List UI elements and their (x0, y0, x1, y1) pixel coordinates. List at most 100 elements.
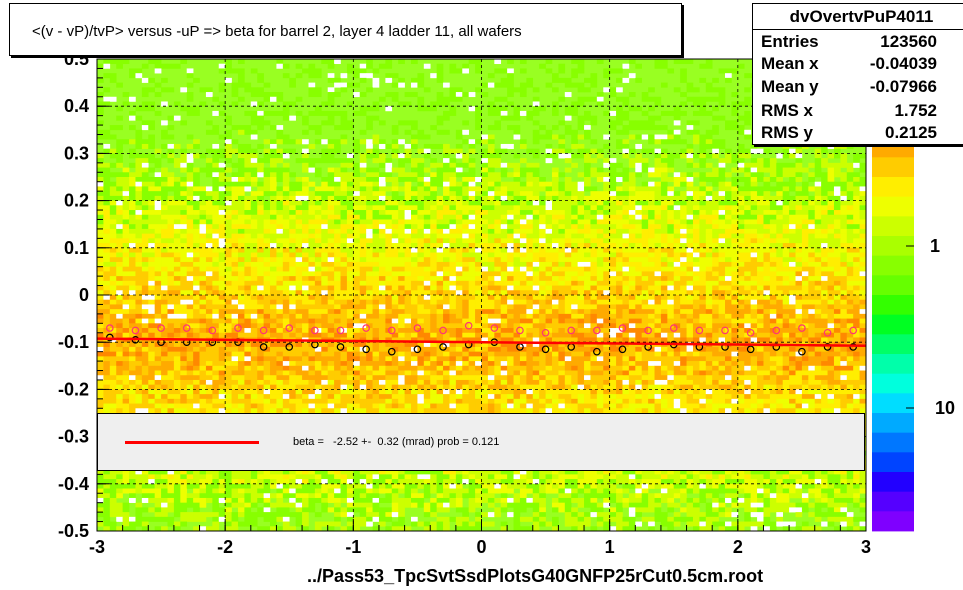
heatmap-cell (167, 252, 175, 258)
heatmap-cell (667, 290, 675, 296)
heatmap-cell (808, 261, 816, 267)
heatmap-cell (103, 167, 111, 173)
heatmap-cell (270, 125, 277, 131)
heatmap-cell (763, 313, 771, 319)
heatmap-cell (494, 257, 502, 263)
heatmap-cell (97, 181, 104, 187)
heatmap-cell (462, 172, 469, 178)
heatmap-cell (577, 299, 585, 305)
heatmap-cell (846, 167, 854, 173)
heatmap-cell (443, 101, 450, 107)
heatmap-cell (270, 191, 277, 197)
heatmap-cell (282, 295, 290, 301)
heatmap-cell (635, 172, 643, 178)
heatmap-cell (212, 181, 220, 187)
heatmap-cell (289, 295, 296, 301)
heatmap-cell (782, 214, 790, 220)
heatmap-cell (616, 200, 623, 206)
heatmap-cell (154, 177, 162, 183)
heatmap-cell (737, 247, 745, 253)
heatmap-cell (270, 172, 277, 178)
heatmap-cell (737, 299, 745, 305)
heatmap-cell (97, 228, 104, 234)
heatmap-cell (103, 257, 111, 263)
heatmap-cell (795, 285, 803, 291)
heatmap-cell (404, 295, 412, 301)
heatmap-cell (391, 73, 399, 79)
heatmap-cell (193, 205, 200, 211)
heatmap-cell (596, 228, 604, 234)
heatmap-cell (449, 92, 457, 98)
heatmap-cell (385, 195, 393, 201)
heatmap-cell (577, 68, 585, 74)
heatmap-cell (334, 219, 341, 225)
heatmap-cell (507, 200, 514, 206)
heatmap-cell (314, 73, 322, 79)
heatmap-cell (641, 290, 649, 296)
heatmap-cell (680, 247, 687, 253)
heatmap-cell (680, 148, 687, 154)
heatmap-cell (250, 205, 258, 211)
heatmap-cell (577, 276, 585, 282)
heatmap-cell (103, 101, 111, 107)
heatmap-cell (302, 247, 309, 253)
heatmap-cell (346, 186, 354, 192)
heatmap-cell (417, 172, 425, 178)
heatmap-cell (686, 158, 694, 164)
heatmap-cell (507, 238, 514, 244)
heatmap-cell (590, 295, 598, 301)
heatmap-cell (244, 148, 252, 154)
heatmap-cell (699, 158, 707, 164)
heatmap-cell (584, 276, 591, 282)
heatmap-cell (551, 73, 559, 79)
heatmap-cell (801, 167, 809, 173)
heatmap-cell (141, 167, 149, 173)
heatmap-cell (161, 214, 168, 220)
heatmap-cell (346, 285, 354, 291)
heatmap-cell (244, 318, 252, 324)
heatmap-cell (423, 233, 431, 239)
heatmap-cell (526, 261, 534, 267)
heatmap-cell (154, 162, 162, 168)
heatmap-cell (641, 148, 649, 154)
heatmap-cell (122, 186, 130, 192)
heatmap-cell (122, 295, 130, 301)
heatmap-cell (468, 313, 476, 319)
heatmap-cell (776, 233, 783, 239)
heatmap-cell (763, 148, 771, 154)
heatmap-cell (686, 247, 694, 253)
heatmap-cell (475, 191, 482, 197)
heatmap-cell (487, 261, 495, 267)
heatmap-cell (199, 247, 207, 253)
heatmap-cell (840, 195, 848, 201)
heatmap-cell (231, 299, 239, 305)
heatmap-cell (334, 295, 341, 301)
heatmap-cell (327, 200, 335, 206)
heatmap-cell (295, 177, 303, 183)
heatmap-cell (116, 219, 123, 225)
heatmap-cell (276, 177, 284, 183)
heatmap-cell (385, 210, 393, 216)
heatmap-cell (218, 101, 226, 107)
heatmap-cell (244, 158, 252, 164)
heatmap-cell (462, 214, 469, 220)
heatmap-cell (532, 101, 540, 107)
heatmap-cell (173, 214, 181, 220)
heatmap-cell (417, 266, 425, 272)
heatmap-cell (577, 304, 585, 310)
heatmap-cell (237, 186, 245, 192)
heatmap-cell (507, 210, 514, 216)
heatmap-cell (97, 238, 104, 244)
heatmap-cell (558, 228, 566, 234)
heatmap-cell (129, 233, 136, 239)
heatmap-cell (680, 228, 687, 234)
heatmap-cell (846, 177, 854, 183)
heatmap-cell (814, 186, 822, 192)
heatmap-cell (327, 101, 335, 107)
heatmap-cell (750, 162, 758, 168)
heatmap-cell (532, 139, 540, 145)
heatmap-cell (590, 276, 598, 282)
heatmap-cell (814, 233, 822, 239)
heatmap-cell (141, 276, 149, 282)
heatmap-cell (769, 285, 777, 291)
